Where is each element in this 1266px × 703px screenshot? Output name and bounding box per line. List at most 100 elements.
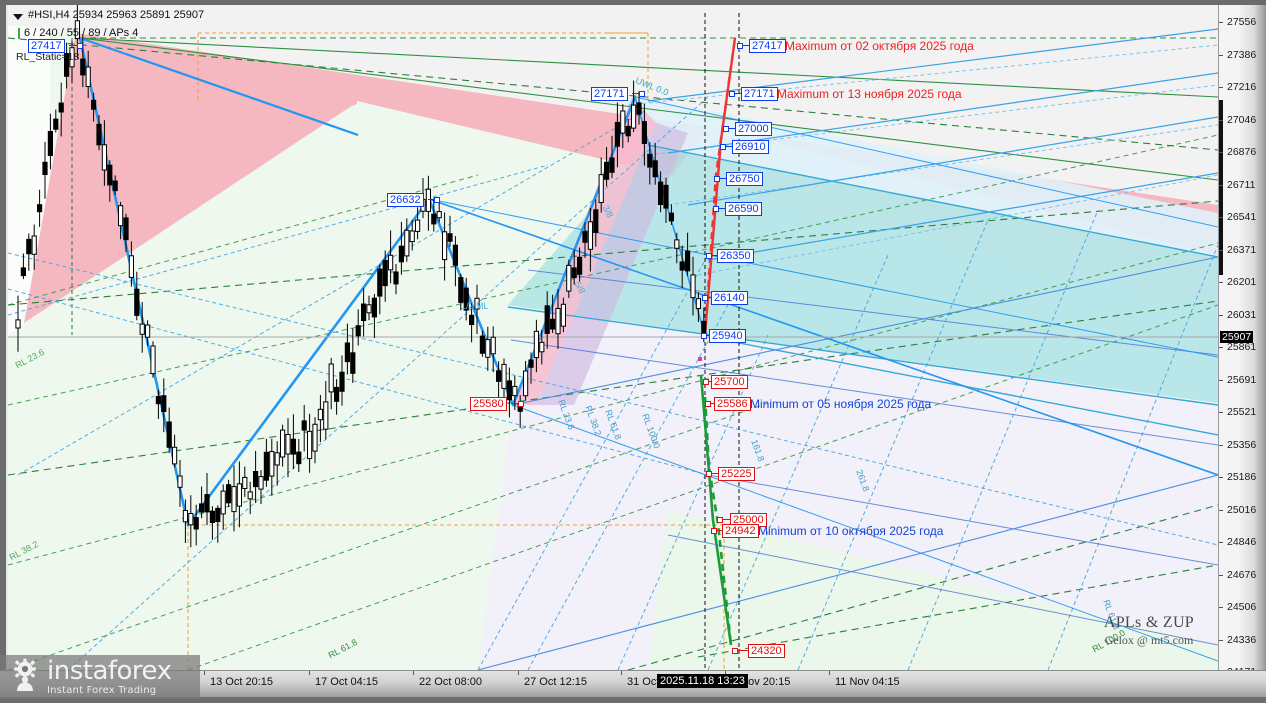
price-tick (1219, 87, 1223, 88)
price-scale-label: 25521 (1227, 406, 1257, 418)
watermark-line-1: APLs & ZUP (1103, 614, 1194, 631)
rl-static-label: RL_Static=18 (16, 51, 80, 63)
price-level-tag[interactable]: 26590 (725, 202, 762, 216)
price-level-tag[interactable]: 27171 (741, 87, 778, 101)
price-scale-label: 26876 (1227, 146, 1257, 158)
gear-icon (8, 658, 42, 697)
price-tick (1219, 22, 1223, 23)
price-level-tag[interactable]: 26910 (732, 140, 769, 154)
price-tick (1219, 54, 1223, 56)
price-tick (1219, 119, 1223, 121)
price-tag-anchor (518, 401, 524, 407)
time-scale-label: 13 Oct 20:15 (210, 676, 273, 688)
price-tick (1219, 217, 1223, 218)
logo-tagline: Instant Forex Trading (47, 685, 157, 696)
price-tag-connector (716, 208, 725, 209)
price-tag-anchor (729, 91, 735, 97)
price-tag-anchor (713, 206, 719, 212)
price-tag-anchor (720, 144, 726, 150)
price-tag-anchor (703, 379, 709, 385)
time-tick (621, 671, 622, 675)
watermark-line-2: Gelox @ mt5.com (1104, 633, 1194, 647)
chart-plot-area[interactable]: #HSI,H4 25934 25963 25891 25907 6 / 240 … (8, 5, 1218, 670)
price-tag-connector (723, 146, 732, 147)
window-frame-bottom (0, 697, 1266, 703)
price-tag-connector (705, 297, 711, 298)
price-scale-label: 24336 (1227, 633, 1257, 646)
fib-level-label: 1/2 ML (461, 301, 489, 311)
price-level-tag[interactable]: 27000 (735, 122, 772, 136)
price-tag-anchor (714, 176, 720, 182)
price-tag-connector (69, 45, 79, 46)
time-scale[interactable]: 13 Oct 20:15 17 Oct 04:15 22 Oct 08:00 27 O… (0, 670, 1266, 698)
current-time-label: 2025.11.18 13:23 (657, 674, 748, 688)
price-tick (1219, 249, 1223, 251)
price-level-tag[interactable]: 25940 (709, 329, 746, 343)
price-level-tag[interactable]: 26350 (717, 249, 754, 263)
price-level-tag[interactable]: 25225 (718, 467, 755, 481)
price-scale-label: 25186 (1227, 471, 1257, 483)
logo-text: instaforex Instant Forex Trading (47, 658, 172, 696)
time-scale-label: 27 Oct 12:15 (524, 676, 587, 688)
chart-annotation-text[interactable]: Minimum от 10 октября 2025 года (758, 524, 944, 538)
price-scale-label: 25861 (1227, 341, 1257, 353)
price-level-tag[interactable]: 27171 (591, 87, 628, 101)
price-level-tag[interactable]: 26632 (387, 193, 424, 207)
time-scale-label: 17 Oct 04:15 (315, 676, 378, 688)
price-tag-connector (732, 93, 741, 94)
price-scale[interactable]: 27556 27386 27216 27046 26876 26711 26541 26371… (1218, 5, 1266, 678)
chart-title: #HSI,H4 25934 25963 25891 25907 (28, 9, 205, 21)
price-tick (1219, 574, 1223, 576)
price-level-tag[interactable]: 26140 (711, 291, 748, 305)
price-tick (1219, 282, 1223, 283)
price-level-tag[interactable]: 25700 (711, 375, 748, 389)
price-tick (1219, 444, 1223, 446)
price-scale-label: 27556 (1227, 16, 1257, 28)
indicator-params: 6 / 240 / 55 / 89 / APs 4 (24, 27, 139, 39)
price-scale-label: 25356 (1227, 438, 1257, 451)
indicator-color-bar (18, 28, 20, 39)
chart-annotation-text[interactable]: Maximum от 13 ноября 2025 года (777, 87, 962, 101)
price-scale-label: 27386 (1227, 48, 1257, 61)
chart-annotation-text[interactable]: Minimum от 05 ноября 2025 года (750, 397, 932, 411)
price-tag-anchor (77, 43, 83, 49)
price-tick (1219, 542, 1223, 543)
price-scale-label: 25691 (1227, 373, 1257, 386)
price-tick (1219, 184, 1223, 186)
price-tag-connector (714, 530, 722, 531)
price-tick (1219, 379, 1223, 381)
price-tag-connector (511, 403, 520, 404)
price-tick (1219, 152, 1223, 153)
chart-watermark: APLs & ZUP Gelox @ mt5.com (1104, 614, 1194, 648)
price-level-tag[interactable]: 27417 (749, 39, 786, 53)
price-tick (1219, 639, 1223, 641)
chart-collapse-arrow[interactable] (13, 14, 23, 20)
price-level-tag[interactable]: 24320 (748, 644, 785, 658)
price-tick (1219, 412, 1223, 413)
chart-graphics (8, 5, 1218, 670)
window-frame-inner-left (6, 5, 8, 703)
price-scale-label: 26201 (1227, 276, 1257, 288)
price-level-tag[interactable]: 24942 (722, 524, 759, 538)
price-tag-connector (709, 255, 717, 256)
price-tag-anchor (434, 197, 440, 203)
price-scale-label: 26541 (1227, 211, 1257, 223)
chart-annotation-text[interactable]: Maximum от 02 октября 2025 года (785, 39, 974, 53)
price-tag-anchor (702, 295, 708, 301)
price-level-tag[interactable]: 27417 (28, 39, 65, 53)
price-level-tag[interactable]: 25586 (714, 397, 751, 411)
time-scale-label: 11 Nov 04:15 (835, 676, 900, 688)
price-tag-connector (428, 199, 436, 200)
price-tag-anchor (701, 333, 707, 339)
instaforex-logo: instaforex Instant Forex Trading (0, 655, 200, 699)
price-scale-scrollbar[interactable] (1219, 100, 1223, 275)
price-level-tag[interactable]: 26750 (726, 172, 763, 186)
price-scale-label: 26711 (1227, 178, 1256, 191)
price-tick (1219, 477, 1223, 478)
price-tag-anchor (723, 126, 729, 132)
price-tick (1219, 509, 1223, 511)
price-level-tag[interactable]: 25580 (470, 397, 507, 411)
price-tag-anchor (732, 648, 738, 654)
price-tag-anchor (639, 91, 645, 97)
